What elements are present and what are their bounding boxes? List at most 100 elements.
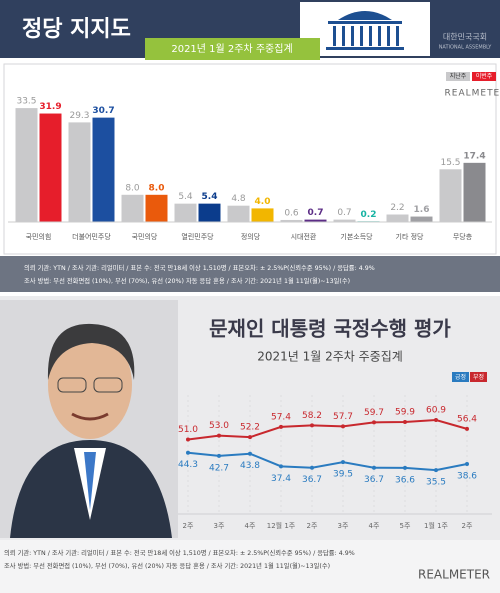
value-label: 59.9 — [395, 407, 415, 417]
value-label: 8.0 — [149, 183, 165, 193]
value-label: 57.7 — [333, 412, 353, 422]
point — [279, 424, 283, 429]
legend-label: 부정 — [473, 374, 484, 381]
point — [310, 423, 314, 428]
bar — [15, 108, 38, 222]
notes-band — [0, 256, 500, 292]
value-label: 2.2 — [390, 203, 404, 213]
bar — [174, 203, 197, 222]
x-tick-label: 2주 — [307, 522, 318, 530]
value-label: 58.2 — [302, 411, 322, 421]
value-label: 42.7 — [209, 463, 229, 473]
x-tick-label: 국민의당 — [132, 232, 158, 241]
value-label: 57.4 — [271, 412, 291, 422]
value-label: 0.6 — [284, 208, 299, 218]
bar — [145, 194, 168, 222]
value-label: 30.7 — [92, 106, 114, 116]
bar — [463, 162, 486, 222]
bar — [410, 216, 433, 222]
note: 조사 방법: 무선 전화면접 (10%), 무선 (70%), 유선 (20%)… — [24, 276, 350, 285]
subtitle: 2021년 1월 2주차 주중집계 — [171, 43, 292, 55]
point — [279, 464, 283, 469]
bar — [198, 203, 221, 222]
value-label: 52.2 — [240, 423, 260, 433]
x-tick-label: 2주 — [183, 522, 194, 530]
point — [248, 451, 252, 456]
bar — [121, 194, 144, 222]
brand: REALMETER — [418, 568, 490, 582]
brand: REALMETER — [445, 89, 500, 99]
logo-subtext: NATIONAL ASSEMBLY — [439, 45, 493, 51]
x-tick-label: 5주 — [400, 522, 411, 530]
bar — [227, 205, 250, 222]
x-tick-label: 국민의힘 — [26, 232, 52, 241]
x-tick-label: 더불어민주당 — [72, 232, 111, 241]
legend-swatch — [446, 72, 470, 81]
value-label: 36.6 — [395, 475, 415, 485]
bar — [251, 208, 274, 222]
title: 문재인 대통령 국정수행 평가 — [209, 317, 451, 341]
x-tick-label: 3주 — [214, 522, 225, 530]
value-label: 59.7 — [364, 408, 384, 418]
legend-swatch — [452, 372, 469, 382]
x-tick-label: 1월 1주 — [424, 521, 449, 530]
x-tick-label: 기본소득당 — [340, 232, 373, 241]
logo-text: 대한민국국회 — [443, 32, 487, 42]
series-line — [187, 451, 468, 472]
point — [434, 418, 438, 423]
value-label: 0.7 — [337, 208, 351, 218]
x-tick-label: 3주 — [338, 522, 349, 530]
point — [434, 468, 438, 473]
legend-swatch — [472, 72, 496, 81]
legend-label: 이번주 — [476, 72, 493, 80]
legend-label: 지난주 — [450, 72, 467, 80]
note: 의뢰 기관: YTN / 조사 기관: 리얼미터 / 표본 수: 전국 만18세… — [24, 263, 375, 272]
value-label: 44.3 — [178, 460, 198, 470]
note: 의뢰 기관: YTN / 조사 기관: 리얼미터 / 표본 수: 전국 만18세… — [4, 548, 355, 557]
value-label: 4.0 — [255, 197, 271, 207]
point — [372, 465, 376, 470]
x-tick-label: 기타 정당 — [396, 232, 425, 241]
value-label: 39.5 — [333, 470, 353, 480]
x-tick-label: 4주 — [245, 522, 256, 530]
value-label: 37.4 — [271, 474, 291, 484]
bar — [304, 219, 327, 222]
point — [465, 461, 469, 466]
value-label: 1.6 — [414, 205, 430, 215]
x-tick-label: 2주 — [462, 522, 473, 530]
value-label: 35.5 — [426, 478, 446, 488]
point — [403, 465, 407, 470]
x-tick-label: 4주 — [369, 522, 380, 530]
point — [186, 437, 190, 442]
assembly-icon — [326, 11, 404, 50]
legend-swatch — [470, 372, 487, 382]
bar — [92, 117, 115, 222]
point — [248, 435, 252, 440]
value-label: 4.8 — [231, 194, 246, 204]
point — [403, 419, 407, 424]
value-label: 29.3 — [69, 111, 89, 121]
value-label: 33.5 — [16, 97, 36, 107]
value-label: 36.7 — [364, 475, 384, 485]
bar — [68, 122, 91, 222]
value-label: 36.7 — [302, 475, 322, 485]
note: 조사 방법: 무선 전화면접 (10%), 무선 (70%), 유선 (20%)… — [4, 561, 330, 570]
point — [186, 450, 190, 455]
x-tick-label: 정의당 — [241, 232, 261, 241]
subtitle: 2021년 1월 2주차 주중집계 — [257, 350, 403, 364]
value-label: 5.4 — [202, 192, 218, 202]
value-label: 31.9 — [39, 102, 61, 112]
bar — [39, 113, 62, 222]
value-label: 0.2 — [361, 210, 377, 220]
portrait — [0, 300, 178, 538]
bar — [439, 169, 462, 222]
x-tick-label: 12월 1주 — [267, 521, 296, 530]
value-label: 8.0 — [125, 183, 140, 193]
point — [217, 453, 221, 458]
subtitle-box — [145, 38, 320, 60]
point — [217, 433, 221, 438]
bar — [333, 219, 356, 222]
value-label: 51.0 — [178, 425, 198, 435]
x-tick-label: 열린민주당 — [181, 232, 214, 241]
